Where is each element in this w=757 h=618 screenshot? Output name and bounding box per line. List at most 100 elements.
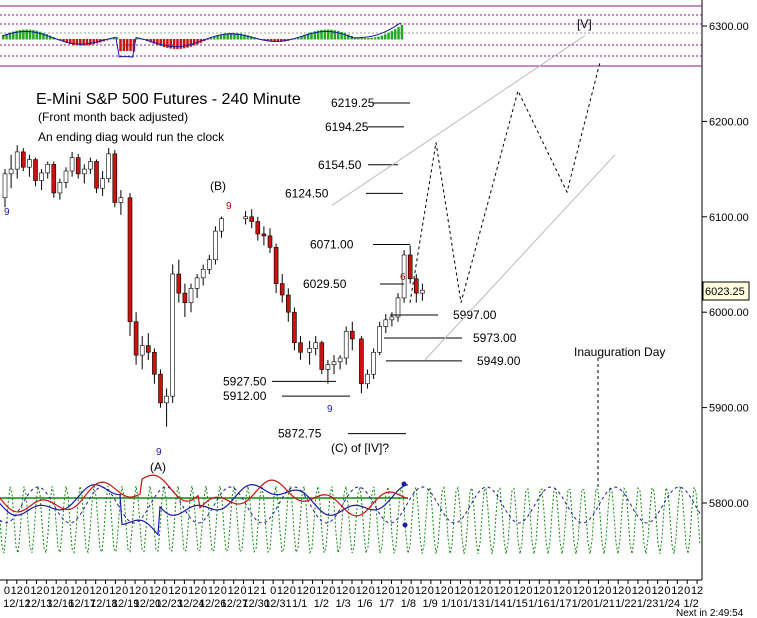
time-axis-date-label: 12/24 bbox=[177, 598, 205, 610]
count-label: 9 bbox=[327, 404, 333, 415]
momentum-bar bbox=[213, 36, 216, 40]
time-axis-date-label: 12/18 bbox=[90, 598, 118, 610]
momentum-bar bbox=[337, 30, 340, 40]
candle-body bbox=[188, 288, 194, 303]
candle-body bbox=[389, 316, 395, 321]
momentum-bar bbox=[186, 39, 189, 48]
time-axis-date-label: 1/9 bbox=[422, 598, 437, 610]
time-axis-hour-label: 0 bbox=[221, 585, 227, 597]
time-axis-hour-label: 12 bbox=[30, 585, 42, 597]
candle-body bbox=[152, 351, 157, 375]
time-axis-hour-label: 12 bbox=[612, 585, 624, 597]
momentum-bar bbox=[58, 39, 62, 41]
candle-body bbox=[337, 357, 343, 363]
momentum-bar bbox=[176, 39, 179, 49]
count-label: 9 bbox=[156, 447, 162, 458]
candle-body bbox=[313, 342, 319, 349]
time-axis-hour-label: 0 bbox=[83, 585, 89, 597]
candle-body bbox=[2, 173, 8, 199]
momentum-bar bbox=[48, 35, 52, 40]
price-level-label: 6029.50 bbox=[303, 277, 347, 291]
momentum-bar bbox=[2, 35, 5, 40]
time-axis-hour-label: 12 bbox=[691, 585, 703, 597]
momentum-bar bbox=[166, 39, 169, 48]
time-axis-hour-label: 0 bbox=[201, 585, 207, 597]
momentum-bar bbox=[209, 37, 213, 40]
momentum-bar bbox=[347, 34, 350, 40]
time-axis-date-label: 1/21 bbox=[593, 598, 614, 610]
time-axis-hour-label: 12 bbox=[454, 585, 466, 597]
time-axis-date-label: 1/10 bbox=[441, 598, 462, 610]
time-axis-hour-label: 12 bbox=[316, 585, 328, 597]
time-axis-date-label: 1/14 bbox=[485, 598, 506, 610]
price-level-label: 5872.75 bbox=[278, 427, 322, 441]
candle-body bbox=[75, 157, 81, 175]
momentum-bar bbox=[380, 35, 384, 40]
momentum-bar bbox=[152, 39, 156, 44]
candle-body bbox=[349, 330, 355, 340]
time-axis-hour-label: 0 bbox=[586, 585, 592, 597]
momentum-bar bbox=[179, 39, 183, 49]
time-axis-hour-label: 0 bbox=[181, 585, 187, 597]
time-axis-hour-label: 0 bbox=[142, 585, 148, 597]
time-axis-hour-label: 0 bbox=[290, 585, 296, 597]
momentum-bar bbox=[323, 29, 327, 40]
momentum-bar bbox=[62, 39, 65, 42]
channel-lower-line bbox=[424, 154, 616, 361]
price-level-label: 5973.00 bbox=[473, 331, 517, 345]
time-axis-hour-label: 12 bbox=[375, 585, 387, 597]
candle-body bbox=[146, 345, 151, 353]
count-label: 9 bbox=[4, 207, 10, 218]
price-level-label: 5912.00 bbox=[223, 389, 267, 403]
candle-body bbox=[39, 172, 44, 181]
candle-body bbox=[331, 361, 337, 365]
momentum-bar bbox=[115, 37, 119, 40]
candle-body bbox=[395, 297, 401, 318]
time-axis-hour-label: 12 bbox=[395, 585, 407, 597]
time-axis-hour-label: 12 bbox=[149, 585, 161, 597]
chart-title: E-Mini S&P 500 Futures - 240 Minute bbox=[36, 91, 301, 108]
time-axis-date-label: 1/22 bbox=[615, 598, 636, 610]
candle-body bbox=[182, 292, 188, 303]
wave-label-a: (A) bbox=[150, 460, 166, 474]
oscillator-red-line bbox=[0, 474, 409, 517]
cycle-fast-line bbox=[0, 485, 701, 555]
momentum-bar bbox=[343, 33, 347, 40]
time-axis-hour-label: 12 bbox=[592, 585, 604, 597]
candle-body bbox=[365, 373, 370, 385]
momentum-bar bbox=[223, 33, 226, 40]
time-axis-date-label: 12/12 bbox=[3, 598, 31, 610]
candle-body bbox=[200, 268, 206, 279]
time-axis-hour-label: 12 bbox=[277, 585, 289, 597]
candle-body bbox=[407, 254, 413, 280]
momentum-bar bbox=[112, 38, 116, 40]
candle-body bbox=[106, 153, 111, 179]
time-axis-date-label: 1/8 bbox=[401, 598, 416, 610]
time-axis-hour-label: 0 bbox=[388, 585, 394, 597]
time-axis-hour-label: 12 bbox=[247, 585, 259, 597]
time-axis-hour-label: 12 bbox=[632, 585, 644, 597]
candle-body bbox=[88, 161, 93, 170]
momentum-bar bbox=[387, 32, 390, 40]
momentum-bar bbox=[162, 39, 166, 48]
price-axis-label: 5800.00 bbox=[709, 498, 749, 510]
time-axis-date-label: 1/15 bbox=[506, 598, 527, 610]
time-axis-date-label: 12/30 bbox=[242, 598, 270, 610]
candle-body bbox=[279, 283, 285, 296]
time-axis-hour-label: 0 bbox=[408, 585, 414, 597]
candle-body bbox=[219, 218, 224, 232]
candle-body bbox=[207, 259, 212, 270]
momentum-bar bbox=[226, 33, 229, 40]
time-axis-hour-label: 12 bbox=[109, 585, 121, 597]
price-axis-label: 5900.00 bbox=[709, 403, 749, 415]
candle-body bbox=[8, 168, 14, 175]
momentum-bar bbox=[300, 35, 303, 40]
time-axis-hour-label: 0 bbox=[605, 585, 611, 597]
time-axis-hour-label: 0 bbox=[487, 585, 493, 597]
momentum-bar bbox=[333, 30, 337, 40]
momentum-bar bbox=[383, 34, 387, 40]
candle-body bbox=[14, 151, 20, 170]
time-axis-hour-label: 0 bbox=[270, 585, 276, 597]
candle-body bbox=[127, 197, 133, 323]
candle-body bbox=[298, 342, 303, 353]
